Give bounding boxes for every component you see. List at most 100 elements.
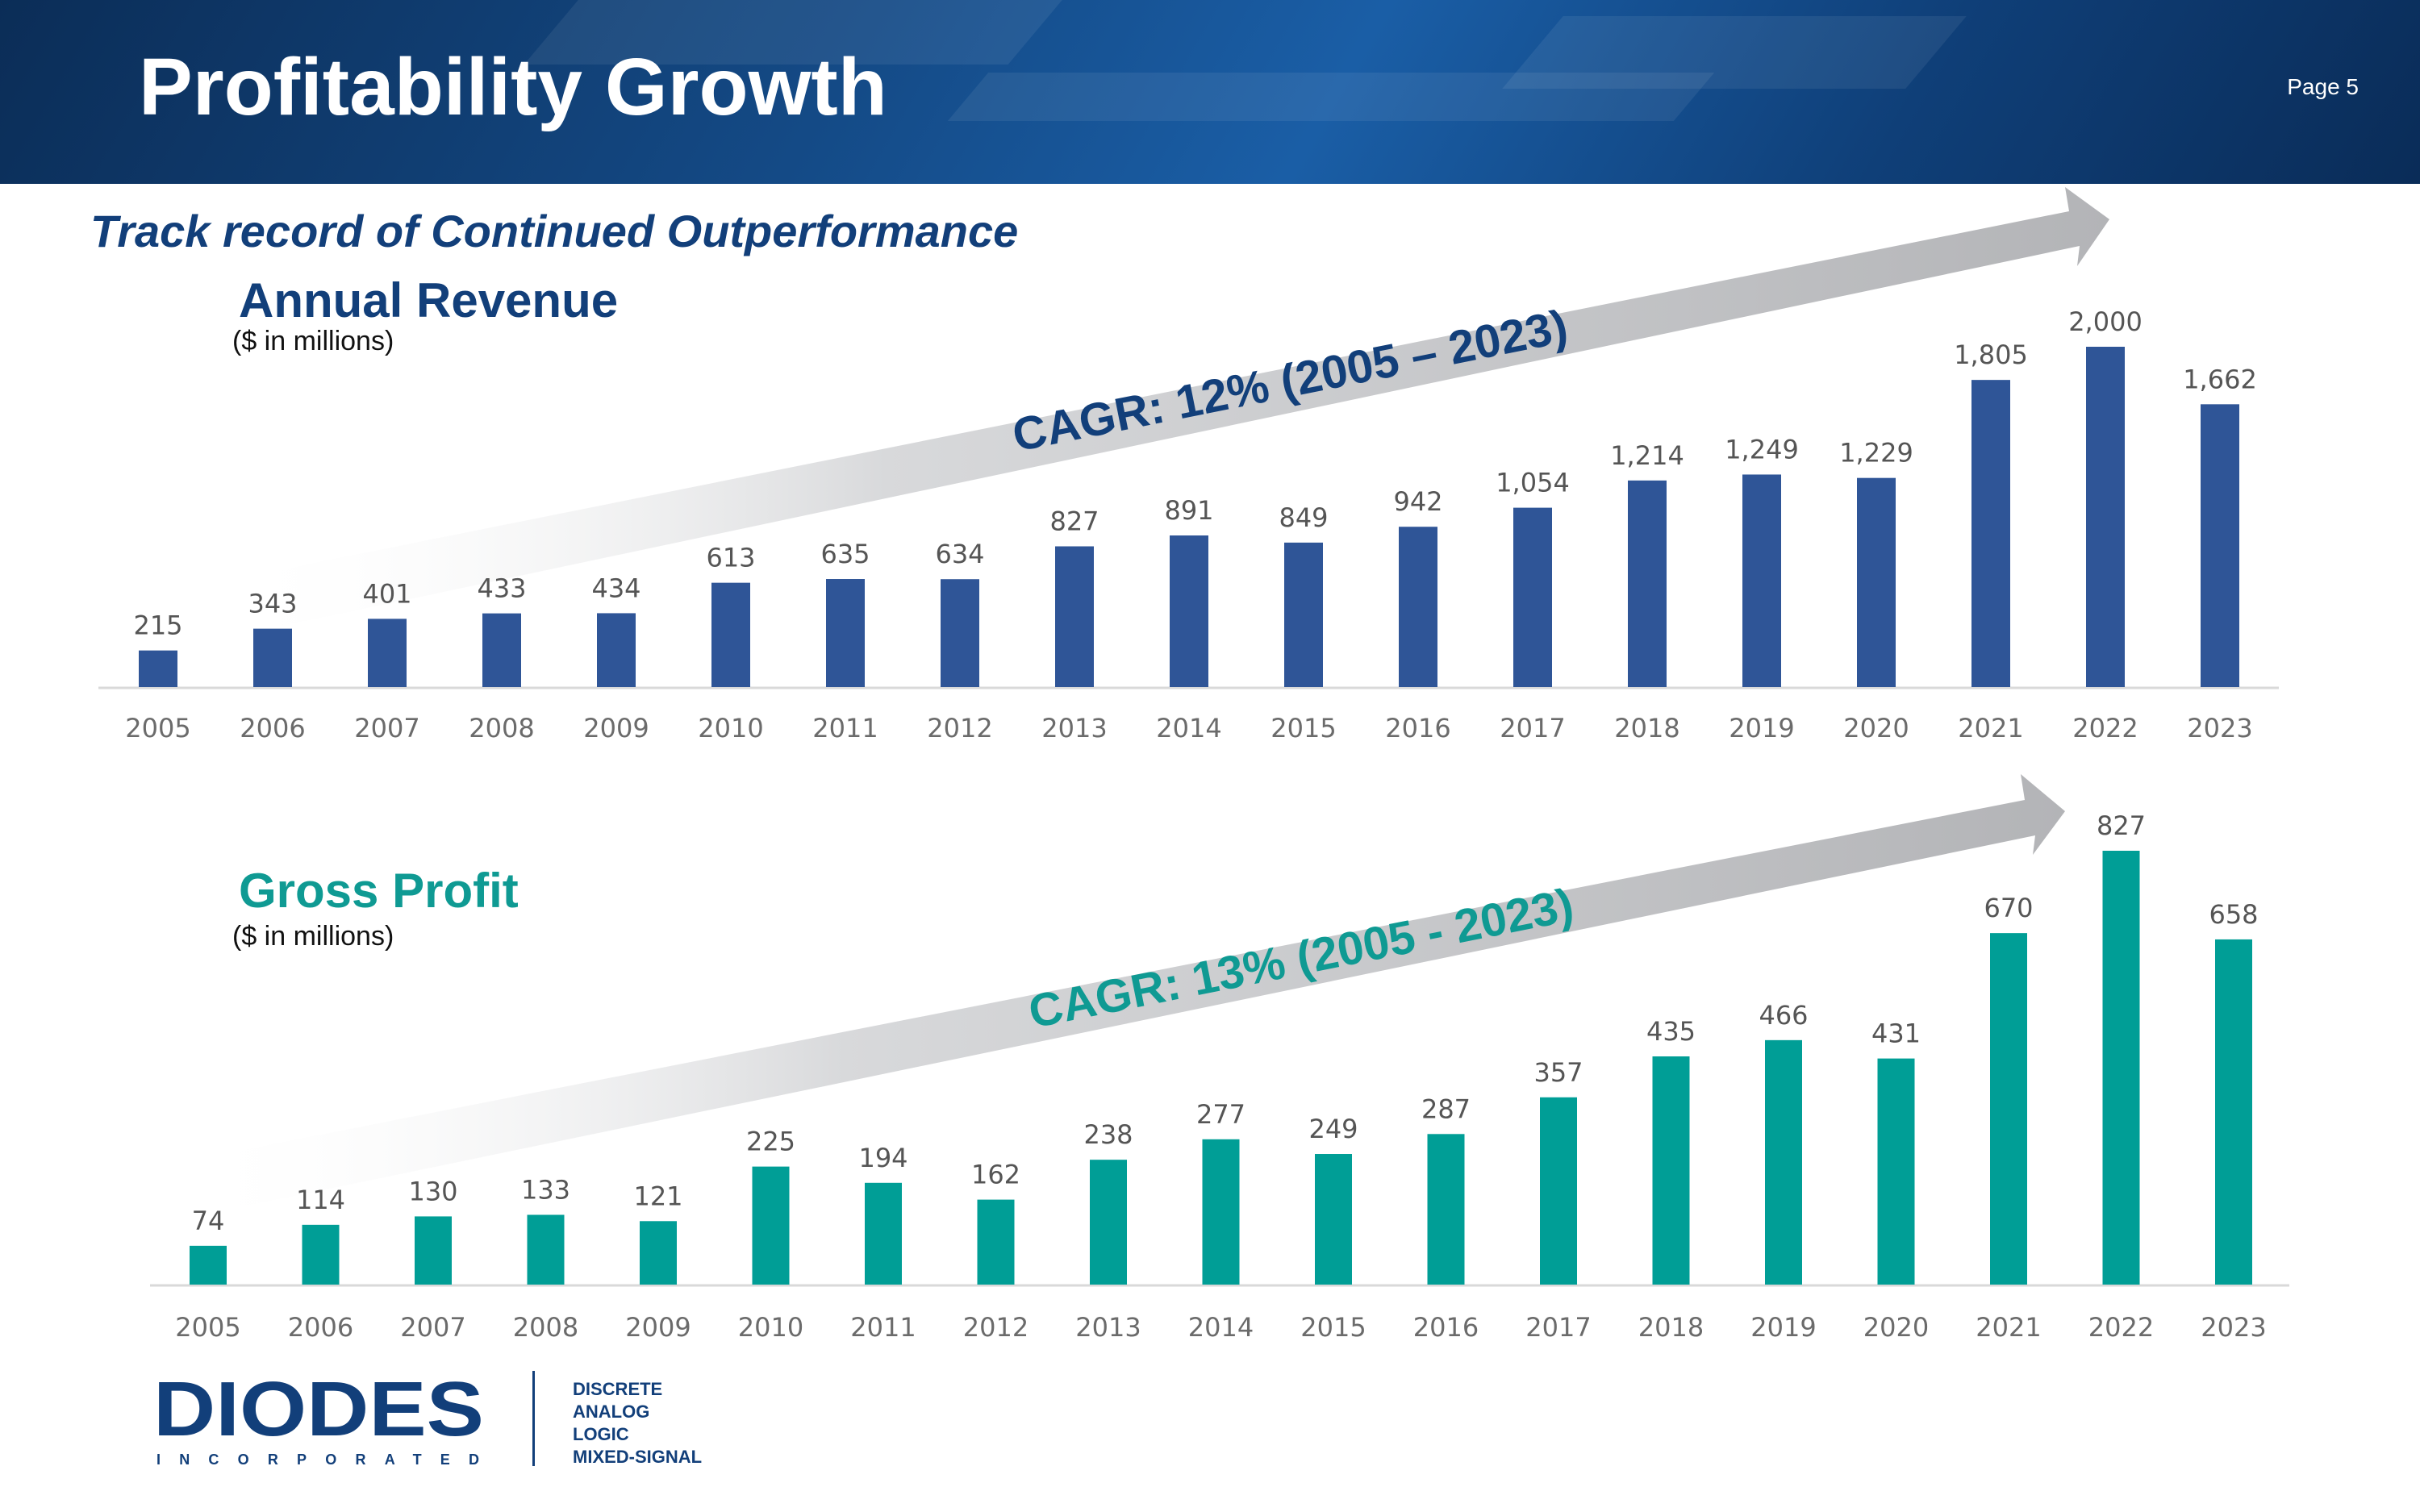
profit-x-tick-label: 2009	[625, 1312, 691, 1343]
profit-x-tick-label: 2008	[513, 1312, 578, 1343]
revenue-bar	[2201, 404, 2239, 687]
profit-title: Gross Profit	[239, 864, 519, 918]
logo-tagline-3: LOGIC	[573, 1424, 629, 1444]
profit-value-label: 287	[1421, 1093, 1471, 1124]
revenue-x-tick-label: 2016	[1385, 713, 1450, 744]
revenue-bar	[1628, 480, 1667, 687]
profit-bar	[415, 1216, 452, 1285]
profit-x-tick-label: 2020	[1863, 1312, 1929, 1343]
revenue-value-label: 849	[1279, 502, 1328, 533]
revenue-bar	[1971, 380, 2010, 687]
profit-bar	[190, 1245, 227, 1285]
profit-value-label: 466	[1759, 1000, 1808, 1031]
revenue-value-label: 1,054	[1496, 468, 1570, 498]
revenue-x-tick-label: 2013	[1041, 713, 1107, 744]
profit-x-tick-label: 2005	[175, 1312, 240, 1343]
revenue-bar	[597, 613, 636, 687]
profit-bar	[1427, 1134, 1465, 1285]
header-banner: Profitability Growth Page 5	[0, 0, 2420, 184]
revenue-x-tick-label: 2012	[927, 713, 992, 744]
profit-value-label: 238	[1083, 1119, 1133, 1150]
revenue-x-tick-label: 2007	[354, 713, 419, 744]
revenue-value-label: 433	[477, 573, 526, 604]
revenue-value-label: 1,662	[2183, 364, 2257, 394]
profit-x-tick-label: 2011	[850, 1312, 916, 1343]
revenue-x-tick-label: 2005	[125, 713, 190, 744]
profit-x-tick-label: 2015	[1300, 1312, 1366, 1343]
revenue-bar	[2086, 347, 2125, 687]
profit-value-label: 225	[746, 1127, 795, 1157]
profit-x-tick-label: 2006	[288, 1312, 353, 1343]
profit-value-label: 670	[1984, 893, 2033, 923]
logo-tagline-4: MIXED-SIGNAL	[573, 1447, 702, 1467]
profit-bar	[2102, 851, 2140, 1285]
profit-value-label: 194	[858, 1143, 908, 1173]
revenue-x-tick-label: 2015	[1270, 713, 1336, 744]
revenue-value-label: 401	[362, 578, 411, 609]
revenue-x-tick-label: 2019	[1729, 713, 1794, 744]
revenue-x-tick-label: 2022	[2072, 713, 2138, 744]
revenue-value-label: 1,805	[1954, 339, 2028, 370]
logo-wordmark: DIODES	[153, 1371, 484, 1452]
profit-bar	[977, 1199, 1015, 1285]
revenue-x-tick-label: 2010	[698, 713, 763, 744]
revenue-value-label: 891	[1164, 495, 1213, 526]
diodes-logo: DIODES INCORPORATED DISCRETE ANALOG LOGI…	[153, 1371, 702, 1468]
revenue-value-label: 1,249	[1725, 434, 1799, 464]
profit-bar-chart: 74 2005 114 2006 130 2007 133 2008 121 2009 225 201…	[150, 810, 2289, 1343]
revenue-bar	[368, 619, 407, 687]
profit-value-label: 162	[971, 1160, 1020, 1190]
profit-x-tick-label: 2007	[400, 1312, 465, 1343]
revenue-x-tick-label: 2020	[1843, 713, 1909, 744]
profit-bar	[752, 1166, 790, 1285]
profit-cagr-label: CAGR: 13% (2005 - 2023)	[1024, 878, 1578, 1038]
profit-x-tick-label: 2018	[1638, 1312, 1704, 1343]
revenue-bar	[253, 628, 292, 687]
profit-bar	[1090, 1160, 1127, 1285]
profit-value-label: 827	[2097, 810, 2146, 841]
profit-x-tick-label: 2017	[1525, 1312, 1591, 1343]
profit-x-tick-label: 2019	[1750, 1312, 1816, 1343]
revenue-bar-chart: 215 2005 343 2006 401 2007 433 2008 434 2009 613 20…	[98, 306, 2279, 744]
revenue-x-tick-label: 2018	[1614, 713, 1679, 744]
revenue-value-label: 1,214	[1610, 440, 1684, 471]
profit-x-tick-label: 2016	[1413, 1312, 1479, 1343]
profit-value-label: 74	[192, 1206, 225, 1236]
revenue-x-tick-label: 2009	[583, 713, 649, 744]
profit-bar	[1202, 1139, 1240, 1285]
revenue-unit: ($ in millions)	[232, 326, 394, 356]
profit-bar	[2215, 939, 2252, 1285]
revenue-bar	[941, 579, 979, 687]
revenue-bar	[711, 582, 750, 687]
profit-growth-arrow	[186, 774, 2065, 1218]
revenue-x-tick-label: 2008	[469, 713, 534, 744]
profit-x-tick-label: 2022	[2088, 1312, 2154, 1343]
profit-x-tick-label: 2023	[2201, 1312, 2266, 1343]
revenue-x-tick-label: 2021	[1958, 713, 2023, 744]
profit-bar	[1540, 1097, 1577, 1285]
revenue-value-label: 343	[248, 589, 297, 619]
profit-x-tick-label: 2010	[738, 1312, 803, 1343]
revenue-growth-arrow	[226, 187, 2109, 637]
logo-divider	[532, 1371, 535, 1466]
profit-x-tick-label: 2014	[1188, 1312, 1254, 1343]
revenue-bar	[139, 650, 177, 687]
revenue-bar	[1284, 542, 1323, 687]
revenue-title: Annual Revenue	[239, 273, 619, 327]
profit-value-label: 435	[1646, 1016, 1696, 1047]
revenue-bar	[1513, 507, 1552, 687]
revenue-x-tick-label: 2006	[240, 713, 305, 744]
revenue-bar	[826, 579, 865, 687]
revenue-value-label: 2,000	[2068, 306, 2143, 337]
revenue-bar	[1742, 474, 1781, 687]
profit-bar	[527, 1214, 565, 1285]
profit-x-tick-label: 2012	[963, 1312, 1028, 1343]
revenue-x-tick-label: 2011	[812, 713, 878, 744]
profit-bar	[865, 1182, 902, 1285]
revenue-value-label: 215	[133, 610, 182, 641]
profit-value-label: 357	[1533, 1057, 1583, 1088]
profit-value-label: 658	[2209, 899, 2258, 930]
profit-value-label: 249	[1308, 1114, 1358, 1144]
profit-bar	[640, 1221, 677, 1285]
